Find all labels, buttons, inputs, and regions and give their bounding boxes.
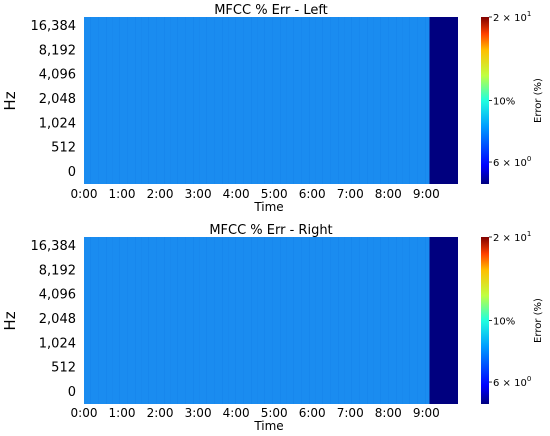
- x-tick-label: 9:00: [413, 406, 440, 420]
- y-tick-label: 8,192: [39, 263, 76, 278]
- x-tick-label: 7:00: [337, 406, 364, 420]
- heatmap-texture: [84, 237, 430, 404]
- x-tick-label: 1:00: [109, 187, 136, 201]
- x-tick-label: 4:00: [223, 406, 250, 420]
- x-tick-label: 3:00: [185, 406, 212, 420]
- x-tick-label: 4:00: [223, 187, 250, 201]
- y-tick-label: 0: [68, 165, 76, 180]
- colorbar-tick-label: 6 × 100: [493, 375, 531, 389]
- y-tick-label: 8,192: [39, 43, 76, 58]
- y-tick-label: 1,024: [39, 116, 76, 131]
- colorbar: [481, 237, 489, 404]
- x-tick-label: 1:00: [109, 406, 136, 420]
- y-tick-label: 4,096: [39, 288, 76, 303]
- x-tick-label: 0:00: [71, 406, 98, 420]
- y-tick-label: 2,048: [39, 92, 76, 107]
- y-tick-label: 512: [51, 361, 76, 376]
- y-tick-label: 2,048: [39, 312, 76, 327]
- colorbar-tick-label: 2 × 101: [493, 10, 531, 24]
- chart-title: MFCC % Err - Right: [209, 223, 332, 238]
- y-tick-label: 4,096: [39, 68, 76, 83]
- x-tick-label: 9:00: [413, 187, 440, 201]
- x-tick-label: 8:00: [375, 406, 402, 420]
- y-axis-label: Hz: [1, 311, 19, 330]
- colorbar-label: Error (%): [533, 298, 544, 343]
- chart-panel-0: MFCC % Err - Left 0 512 1,024 2,048 4,096 8,19…: [1, 3, 544, 214]
- x-tick-label: 8:00: [375, 187, 402, 201]
- y-tick-label: 16,384: [31, 19, 77, 34]
- colorbar-label: Error (%): [533, 78, 544, 123]
- colorbar-tick-label: 2 × 101: [493, 230, 531, 244]
- x-tick-label: 5:00: [261, 187, 288, 201]
- x-tick-label: 3:00: [185, 187, 212, 201]
- y-tick-label: 512: [51, 141, 76, 156]
- colorbar: [481, 17, 489, 184]
- y-tick-label: 0: [68, 385, 76, 400]
- x-axis-label: Time: [253, 200, 283, 214]
- x-tick-label: 7:00: [337, 187, 364, 201]
- x-tick-label: 2:00: [147, 406, 174, 420]
- colorbar-tick-label: 10%: [493, 317, 515, 328]
- y-axis-label: Hz: [1, 91, 19, 110]
- y-tick-label: 16,384: [31, 239, 77, 254]
- x-tick-label: 5:00: [261, 406, 288, 420]
- heatmap-texture: [84, 17, 430, 184]
- x-tick-label: 2:00: [147, 187, 174, 201]
- chart-panel-1: MFCC % Err - Right 0 512 1,024 2,048 4,096 8,1…: [1, 223, 544, 433]
- heatmap-region-1: [429, 237, 458, 404]
- y-tick-label: 1,024: [39, 336, 76, 351]
- x-tick-label: 0:00: [71, 187, 98, 201]
- heatmap-region-1: [429, 17, 458, 184]
- x-tick-label: 6:00: [299, 406, 326, 420]
- x-axis-label: Time: [253, 419, 283, 433]
- chart-title: MFCC % Err - Left: [214, 3, 328, 18]
- x-tick-label: 6:00: [299, 187, 326, 201]
- colorbar-tick-label: 6 × 100: [493, 155, 531, 169]
- colorbar-tick-label: 10%: [493, 97, 515, 108]
